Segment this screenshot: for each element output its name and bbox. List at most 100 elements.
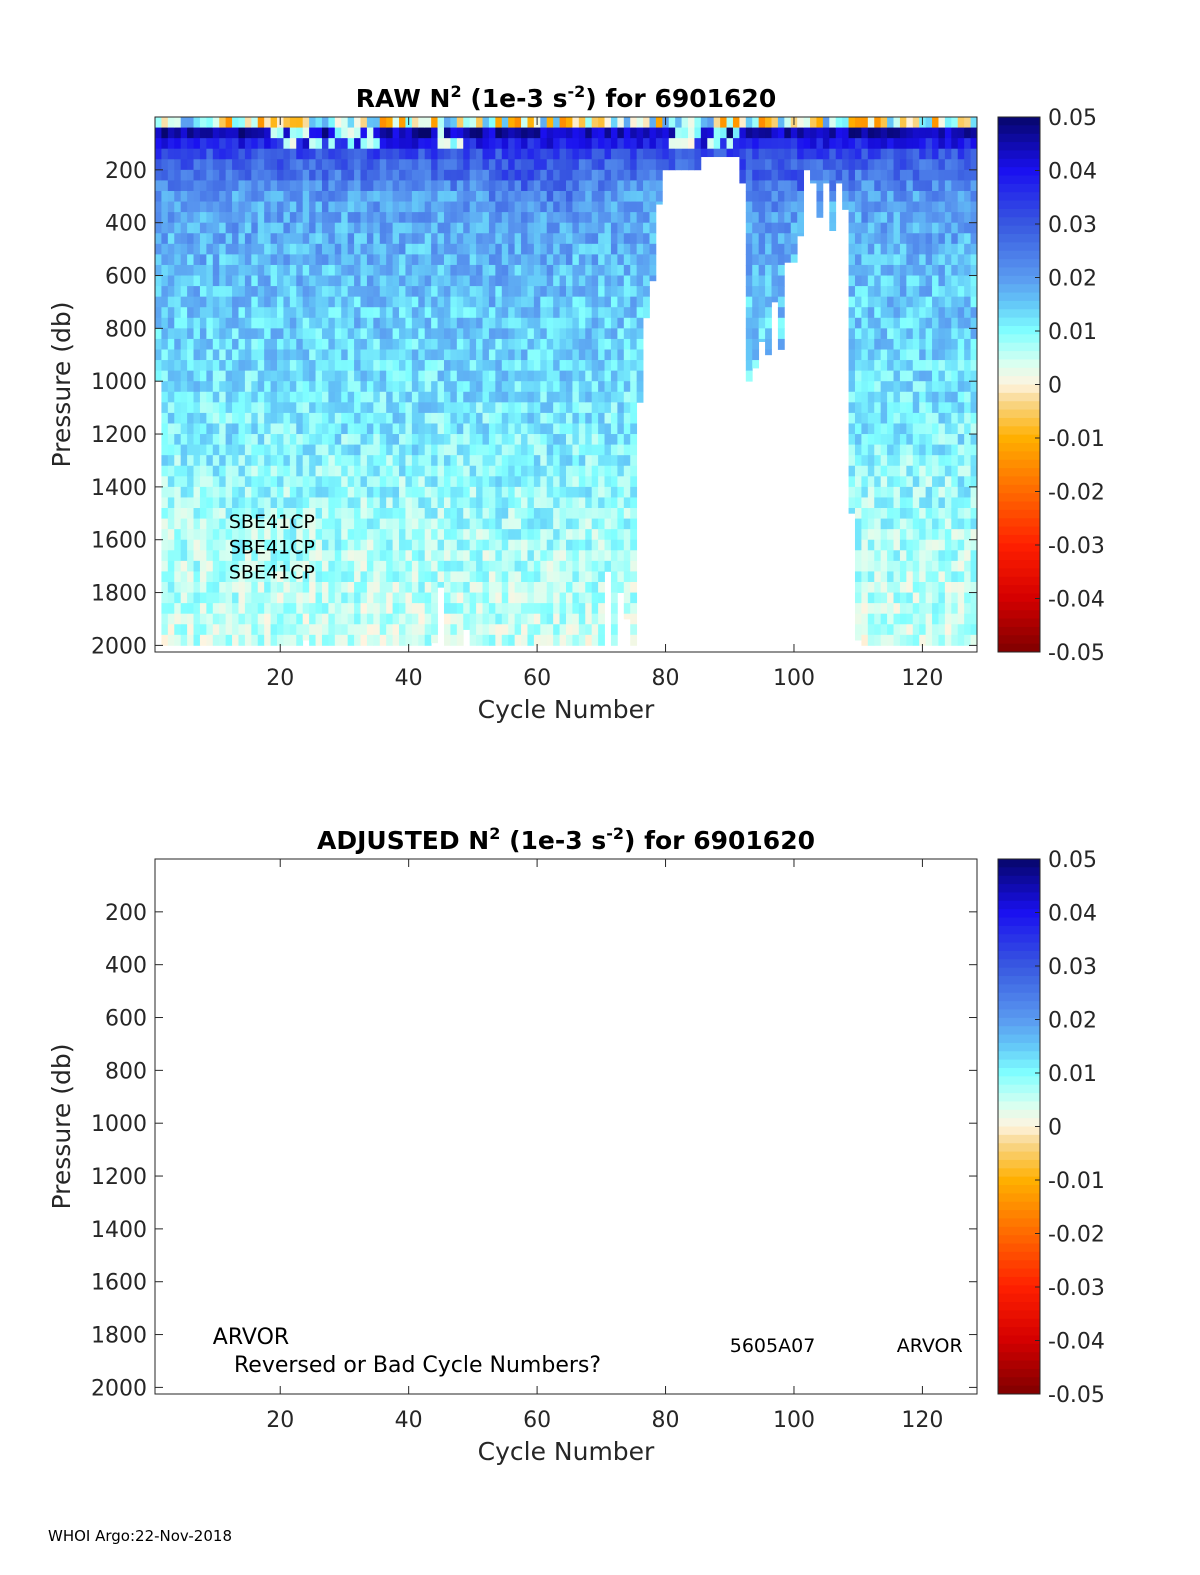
heatmap-cell (514, 402, 522, 414)
heatmap-cell (463, 296, 471, 308)
heatmap-cell (623, 370, 631, 382)
heatmap-cell (527, 212, 535, 224)
heatmap-cell (437, 349, 445, 361)
heatmap-cell (598, 444, 605, 456)
heatmap-cell (964, 286, 971, 298)
heatmap-cell (874, 286, 882, 298)
heatmap-cell (880, 497, 888, 509)
heatmap-cell (469, 603, 477, 615)
heatmap-cell (919, 370, 927, 382)
heatmap-cell (219, 560, 227, 572)
heatmap-cell (469, 550, 477, 562)
heatmap-cell (379, 190, 387, 202)
heatmap-cell (893, 148, 901, 160)
heatmap-cell (874, 560, 882, 572)
heatmap-cell (887, 476, 894, 488)
heatmap-cell (604, 508, 612, 519)
heatmap-cell (347, 571, 355, 583)
heatmap-cell (193, 613, 201, 625)
heatmap-cell (437, 529, 445, 541)
heatmap-cell (296, 476, 304, 488)
heatmap-cell (366, 275, 374, 287)
heatmap-cell (418, 455, 426, 467)
heatmap-cell (289, 550, 297, 562)
heatmap-cell (932, 212, 939, 224)
heatmap-cell (527, 497, 535, 509)
heatmap-cell (578, 127, 586, 139)
heatmap-cell (399, 423, 406, 435)
heatmap-cell (373, 391, 381, 403)
heatmap-cell (887, 571, 894, 583)
heatmap-cell (938, 117, 946, 128)
heatmap-cell (212, 444, 220, 456)
heatmap-cell (238, 434, 246, 446)
heatmap-cell (559, 307, 567, 319)
heatmap-cell (553, 328, 560, 340)
heatmap-cell (598, 613, 605, 625)
heatmap-cell (443, 307, 451, 319)
heatmap-cell (848, 317, 856, 329)
heatmap-cell (302, 360, 310, 372)
heatmap-cell (206, 508, 214, 519)
heatmap-cell (392, 476, 400, 488)
heatmap-cell (938, 402, 946, 414)
heatmap-cell (270, 275, 278, 287)
heatmap-cell (546, 560, 554, 572)
heatmap-cell (745, 338, 753, 350)
heatmap-cell (617, 391, 625, 403)
heatmap-cell (443, 581, 451, 593)
heatmap-cell (765, 243, 772, 255)
heatmap-cell (944, 391, 952, 403)
heatmap-cell (938, 529, 946, 541)
heatmap-cell (277, 634, 284, 646)
heatmap-cell (244, 423, 252, 435)
heatmap-cell (893, 275, 901, 287)
heatmap-cell (463, 423, 471, 435)
heatmap-cell (880, 624, 888, 636)
heatmap-cell (161, 296, 169, 308)
heatmap-cell (347, 286, 355, 298)
heatmap-cell (187, 476, 194, 488)
heatmap-cell (854, 508, 862, 519)
heatmap-cell (392, 148, 400, 160)
heatmap-cell (443, 127, 451, 139)
heatmap-cell (238, 180, 246, 192)
heatmap-cell (315, 402, 323, 414)
heatmap-cell (874, 190, 882, 202)
heatmap-cell (238, 518, 246, 530)
heatmap-cell (167, 486, 175, 498)
heatmap-cell (527, 423, 535, 435)
heatmap-cell (944, 190, 952, 202)
heatmap-cell (161, 117, 169, 128)
heatmap-cell (392, 581, 400, 593)
heatmap-cell (758, 138, 766, 150)
heatmap-cell (533, 264, 541, 276)
heatmap-cell (463, 539, 471, 551)
heatmap-cell (784, 127, 792, 139)
heatmap-cell (598, 317, 605, 329)
heatmap-cell (321, 603, 329, 615)
heatmap-cell (476, 402, 483, 414)
heatmap-cell (219, 243, 227, 255)
heatmap-cell (488, 423, 496, 435)
heatmap-cell (257, 508, 265, 519)
heatmap-cell (604, 518, 612, 530)
heatmap-cell (623, 338, 631, 350)
heatmap-cell (508, 180, 516, 192)
heatmap-cell (559, 476, 567, 488)
heatmap-cell (880, 634, 888, 646)
heatmap-cell (771, 138, 779, 150)
heatmap-cell (424, 169, 432, 181)
heatmap-cell (527, 360, 535, 372)
heatmap-cell (572, 338, 580, 350)
heatmap-cell (193, 296, 201, 308)
heatmap-cell (938, 349, 946, 361)
heatmap-cell (264, 148, 271, 160)
heatmap-cell (598, 138, 605, 150)
heatmap-cell (964, 159, 971, 171)
heatmap-cell (482, 328, 490, 340)
heatmap-cell (636, 307, 644, 319)
heatmap-cell (765, 275, 772, 287)
heatmap-cell (212, 201, 220, 213)
heatmap-cell (443, 233, 451, 245)
